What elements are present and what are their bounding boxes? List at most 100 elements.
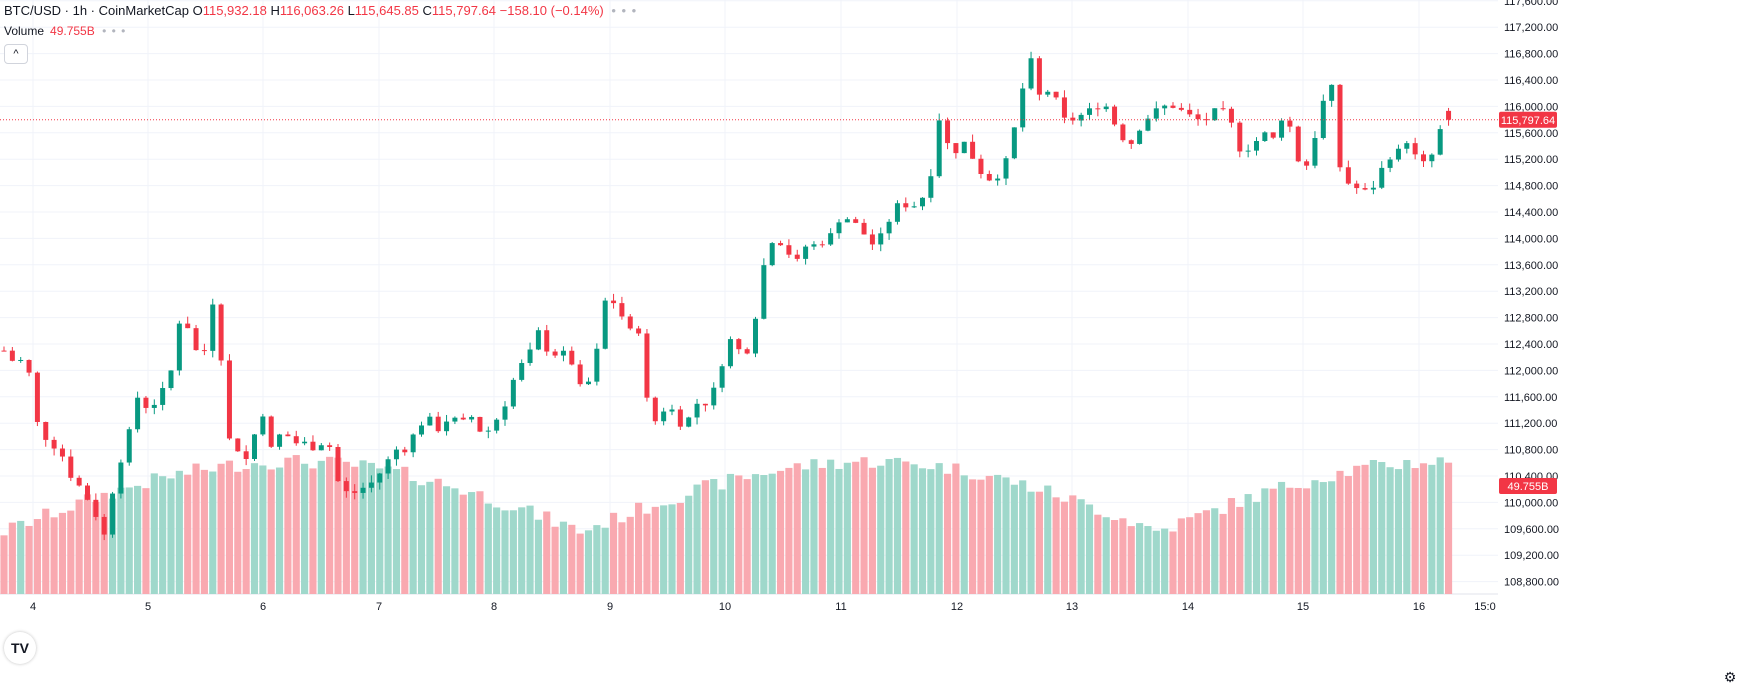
candle-body bbox=[1170, 105, 1176, 108]
candle-body bbox=[736, 339, 742, 350]
price-axis[interactable]: 108,800.00 109,200.00 109,600.00 110,000.00… bbox=[1504, 0, 1559, 589]
close-value: 115,797.64 bbox=[431, 3, 497, 18]
candle-body bbox=[911, 206, 917, 208]
volume-bar bbox=[125, 487, 133, 594]
high-value: 116,063.26 bbox=[279, 3, 344, 18]
candle-body bbox=[727, 339, 733, 367]
candle-body bbox=[368, 482, 374, 488]
low-value: 115,645.85 bbox=[354, 3, 419, 18]
candle-body bbox=[34, 372, 40, 422]
volume-bar bbox=[42, 508, 50, 594]
volume-bar bbox=[509, 510, 517, 594]
volume-bar bbox=[768, 473, 776, 594]
tradingview-logo-icon[interactable]: TV bbox=[4, 632, 36, 664]
candle-body bbox=[419, 425, 424, 435]
more-options-icon[interactable]: • • • bbox=[611, 3, 638, 18]
volume-bar bbox=[451, 488, 459, 594]
candle-body bbox=[59, 448, 65, 457]
candle-body bbox=[1078, 114, 1084, 121]
y-tick-label: 108,800.00 bbox=[1504, 577, 1559, 589]
volume-bar bbox=[1077, 499, 1085, 594]
candle-body bbox=[477, 416, 483, 432]
candle-body bbox=[85, 485, 90, 500]
candle-body bbox=[552, 351, 558, 356]
volume-bar bbox=[1186, 517, 1194, 594]
volume-bar bbox=[935, 463, 943, 594]
volume-bar bbox=[401, 466, 409, 594]
collapse-legend-button[interactable]: ^ bbox=[4, 44, 28, 64]
candle-body bbox=[1337, 84, 1343, 168]
candle-body bbox=[1011, 127, 1017, 159]
candle-body bbox=[110, 493, 116, 535]
candle-body bbox=[819, 244, 825, 246]
candle-body bbox=[1354, 183, 1360, 189]
candle-body bbox=[894, 203, 900, 222]
candle-body bbox=[1370, 187, 1376, 190]
candle-body bbox=[753, 318, 758, 354]
volume-bar bbox=[1252, 501, 1261, 594]
volume-bar bbox=[943, 473, 952, 594]
candle-body bbox=[1120, 124, 1126, 141]
volume-bar bbox=[1161, 528, 1169, 594]
volume-bar bbox=[334, 457, 342, 594]
candle-body bbox=[1103, 106, 1109, 110]
volume-bar bbox=[601, 527, 609, 594]
candle-body bbox=[1379, 167, 1385, 188]
volume-bar bbox=[1019, 480, 1027, 594]
candle-body bbox=[444, 421, 450, 432]
volume-bar bbox=[150, 473, 158, 594]
candle-body bbox=[602, 300, 608, 349]
volume-bar bbox=[1303, 488, 1311, 594]
candle-body bbox=[611, 300, 617, 304]
volume-bar bbox=[1277, 481, 1286, 594]
volume-bar bbox=[1060, 501, 1069, 594]
candle-body bbox=[1304, 161, 1310, 166]
volume-bar bbox=[1328, 481, 1336, 594]
volume-bar bbox=[802, 469, 810, 594]
volume-bar bbox=[1044, 485, 1052, 594]
gear-icon[interactable]: ⚙ bbox=[1723, 669, 1737, 685]
volume-bar bbox=[292, 455, 300, 594]
volume-bar bbox=[1110, 520, 1119, 594]
candle-body bbox=[393, 449, 399, 460]
candle-body bbox=[1095, 108, 1101, 110]
candle-body bbox=[285, 434, 291, 437]
y-tick-label: 113,600.00 bbox=[1504, 260, 1558, 272]
last-value-badges: 115,797.64 49.755B bbox=[0, 111, 1557, 494]
volume-bar bbox=[643, 513, 651, 594]
volume-bar bbox=[1411, 468, 1419, 594]
candle-body bbox=[318, 445, 324, 451]
candle-body bbox=[686, 417, 692, 427]
volume-bar bbox=[651, 506, 659, 594]
candle-body bbox=[1237, 122, 1243, 152]
volume-label[interactable]: Volume bbox=[4, 24, 45, 38]
candle-body bbox=[268, 416, 274, 447]
candle-body bbox=[1153, 108, 1159, 119]
candle-body bbox=[1412, 143, 1418, 155]
candle-body bbox=[410, 434, 416, 453]
candle-body bbox=[886, 221, 892, 234]
symbol-title[interactable]: BTC/USD · 1h · CoinMarketCap bbox=[4, 3, 189, 18]
symbol-legend: BTC/USD · 1h · CoinMarketCap O115,932.18… bbox=[4, 2, 637, 20]
volume-bar bbox=[1102, 517, 1110, 594]
volume-bar bbox=[1394, 469, 1403, 594]
change-value: −158.10 (−0.14%) bbox=[499, 3, 604, 18]
x-tick-label: 15 bbox=[1297, 601, 1309, 613]
candle-body bbox=[1270, 132, 1276, 138]
volume-options-icon[interactable]: • • • bbox=[102, 24, 127, 38]
y-tick-label: 109,200.00 bbox=[1504, 550, 1559, 562]
candle-body bbox=[18, 359, 24, 361]
volume-bar bbox=[342, 461, 350, 594]
volume-bar bbox=[985, 475, 993, 594]
volume-bar bbox=[660, 505, 668, 594]
y-tick-label: 111,200.00 bbox=[1504, 418, 1557, 430]
time-axis[interactable]: 4 5 6 7 8 9 10 11 12 13 14 15 16 15:0 bbox=[30, 601, 1496, 613]
candle-body bbox=[1087, 108, 1092, 115]
volume-bar bbox=[1010, 484, 1018, 594]
volume-bar bbox=[1319, 482, 1327, 594]
candle-body bbox=[51, 439, 57, 449]
volume-bar bbox=[1419, 463, 1428, 594]
candle-body bbox=[535, 330, 541, 350]
volume-bar bbox=[25, 525, 33, 594]
